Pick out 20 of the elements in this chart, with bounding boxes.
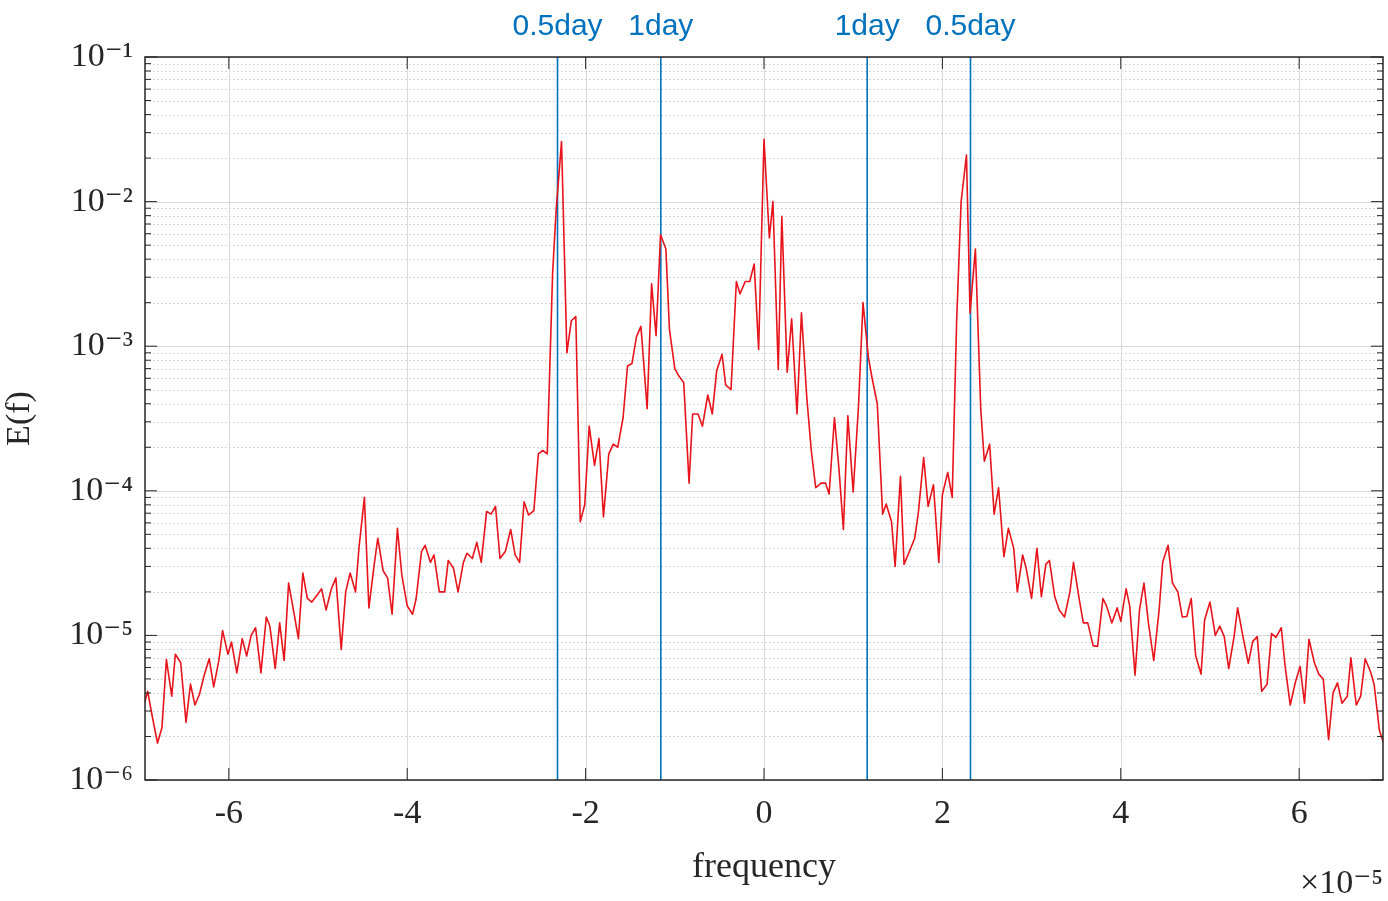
y-tick-label: 10⁻² [70, 180, 133, 218]
y-tick-label: 10⁻⁶ [69, 758, 133, 796]
y-tick-label: 10⁻⁵ [69, 614, 133, 652]
x-tick-label: -4 [393, 793, 422, 831]
text: ×10⁻⁵ [1300, 863, 1383, 900]
y-tick-label: 10⁻⁴ [69, 469, 133, 507]
x-axis-title: frequency [692, 844, 836, 885]
x-tick-label: 2 [933, 793, 951, 831]
y-axis-title: E(f) [0, 391, 38, 446]
x-tick-label: 0 [755, 793, 773, 831]
ref-line-label: 1day [628, 8, 694, 41]
y-tick-label: 10⁻³ [70, 325, 133, 363]
x-tick-label: 6 [1290, 793, 1308, 831]
y-tick-label: 10⁻¹ [70, 35, 133, 73]
x-tick-label: 4 [1112, 793, 1130, 831]
x-tick-label: -6 [214, 793, 244, 831]
ref-line-label: 0.5day [925, 8, 1016, 41]
ref-line-label: 1day [834, 8, 900, 41]
x-tick-label: -2 [571, 793, 600, 831]
ref-line-label: 0.5day [512, 8, 603, 41]
